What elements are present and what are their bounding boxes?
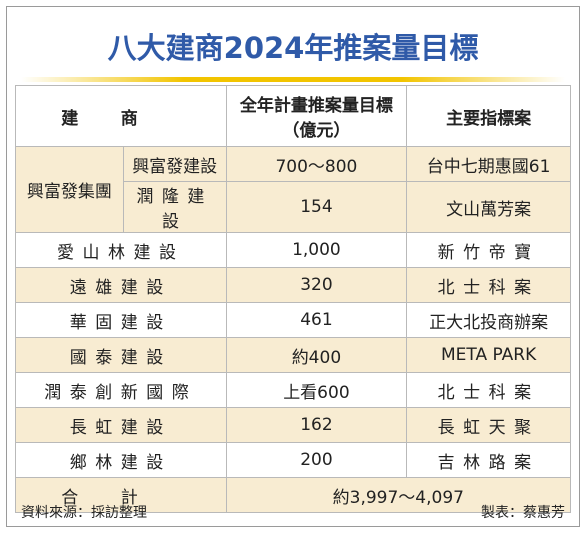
row: 國泰建設 約400 META PARK <box>15 337 571 373</box>
header-text: 全年計畫推案量目標 <box>239 96 393 116</box>
cell: 上看600 <box>225 372 408 408</box>
cell: 1,000 <box>225 232 408 268</box>
row: 愛山林建設 1,000 新竹帝寶 <box>15 232 571 268</box>
author: 製表：蔡惠芳 <box>481 505 565 521</box>
source: 資料來源：採訪整理 <box>21 505 147 521</box>
cell: 鄉林建設 <box>15 442 227 478</box>
header-text: （億元） <box>282 121 351 141</box>
column-header: 全年計畫推案量目標 （億元） <box>225 85 408 147</box>
cell: 潤隆建設 <box>122 181 227 233</box>
total-row: 合計 約3,997～4,097 <box>15 477 572 513</box>
cell: 文山萬芳案 <box>406 181 571 233</box>
cell: 愛山林建設 <box>15 232 227 268</box>
cell: 吉林路案 <box>406 442 571 478</box>
cell: 北士科案 <box>406 372 571 408</box>
row: 華固建設 461 正大北投商辦案 <box>15 302 571 338</box>
cell: 約400 <box>225 337 408 373</box>
cell: 潤泰創新國際 <box>15 372 227 408</box>
cell: 正大北投商辦案 <box>406 302 571 338</box>
table: 建商 全年計畫推案量目標 （億元） 主要指標案 興富發集團 興富發建設 700～800… <box>15 85 572 513</box>
cell: 461 <box>225 302 408 338</box>
cell: 320 <box>225 267 408 303</box>
cell: 國泰建設 <box>15 337 227 373</box>
cell: 新竹帝寶 <box>406 232 571 268</box>
infographic: 八大建商2024年推案量目標 建商 全年計畫推案量目標 （億元） 主要指標案 興富… <box>6 6 580 527</box>
cell: 興富發集團 <box>15 146 124 233</box>
column-header: 主要指標案 <box>406 85 571 147</box>
cell: 154 <box>225 181 408 233</box>
cell: 華固建設 <box>15 302 227 338</box>
header-row: 建商 全年計畫推案量目標 （億元） 主要指標案 <box>15 85 571 147</box>
row: 遠雄建設 320 北士科案 <box>15 267 571 303</box>
cell: 興富發建設 <box>122 146 227 182</box>
cell: 200 <box>225 442 408 478</box>
row: 長虹建設 162 長虹天聚 <box>15 407 571 443</box>
column-header: 建商 <box>15 85 227 147</box>
cell: 約3,997～4,097 <box>225 477 572 513</box>
cell: 遠雄建設 <box>15 267 227 303</box>
title-rule <box>21 77 565 82</box>
cell: 合計 <box>15 477 227 513</box>
table-body: 興富發集團 興富發建設 700～800 台中七期惠國61 潤隆建設 154 文山萬芳案 愛山林… <box>15 146 572 513</box>
cell: 162 <box>225 407 408 443</box>
cell: 北士科案 <box>406 267 571 303</box>
cell: META PARK <box>406 337 571 373</box>
cell: 台中七期惠國61 <box>406 146 571 182</box>
cell: 長虹天聚 <box>406 407 571 443</box>
group-row: 潤隆建設 154 文山萬芳案 <box>16 181 571 233</box>
row: 鄉林建設 200 吉林路案 <box>15 442 571 478</box>
title: 八大建商2024年推案量目標 <box>107 31 479 65</box>
cell: 長虹建設 <box>15 407 227 443</box>
cell: 700～800 <box>225 146 408 182</box>
group-row: 興富發集團 興富發建設 700～800 台中七期惠國61 <box>15 146 571 233</box>
row: 潤泰創新國際 上看600 北士科案 <box>15 372 571 408</box>
